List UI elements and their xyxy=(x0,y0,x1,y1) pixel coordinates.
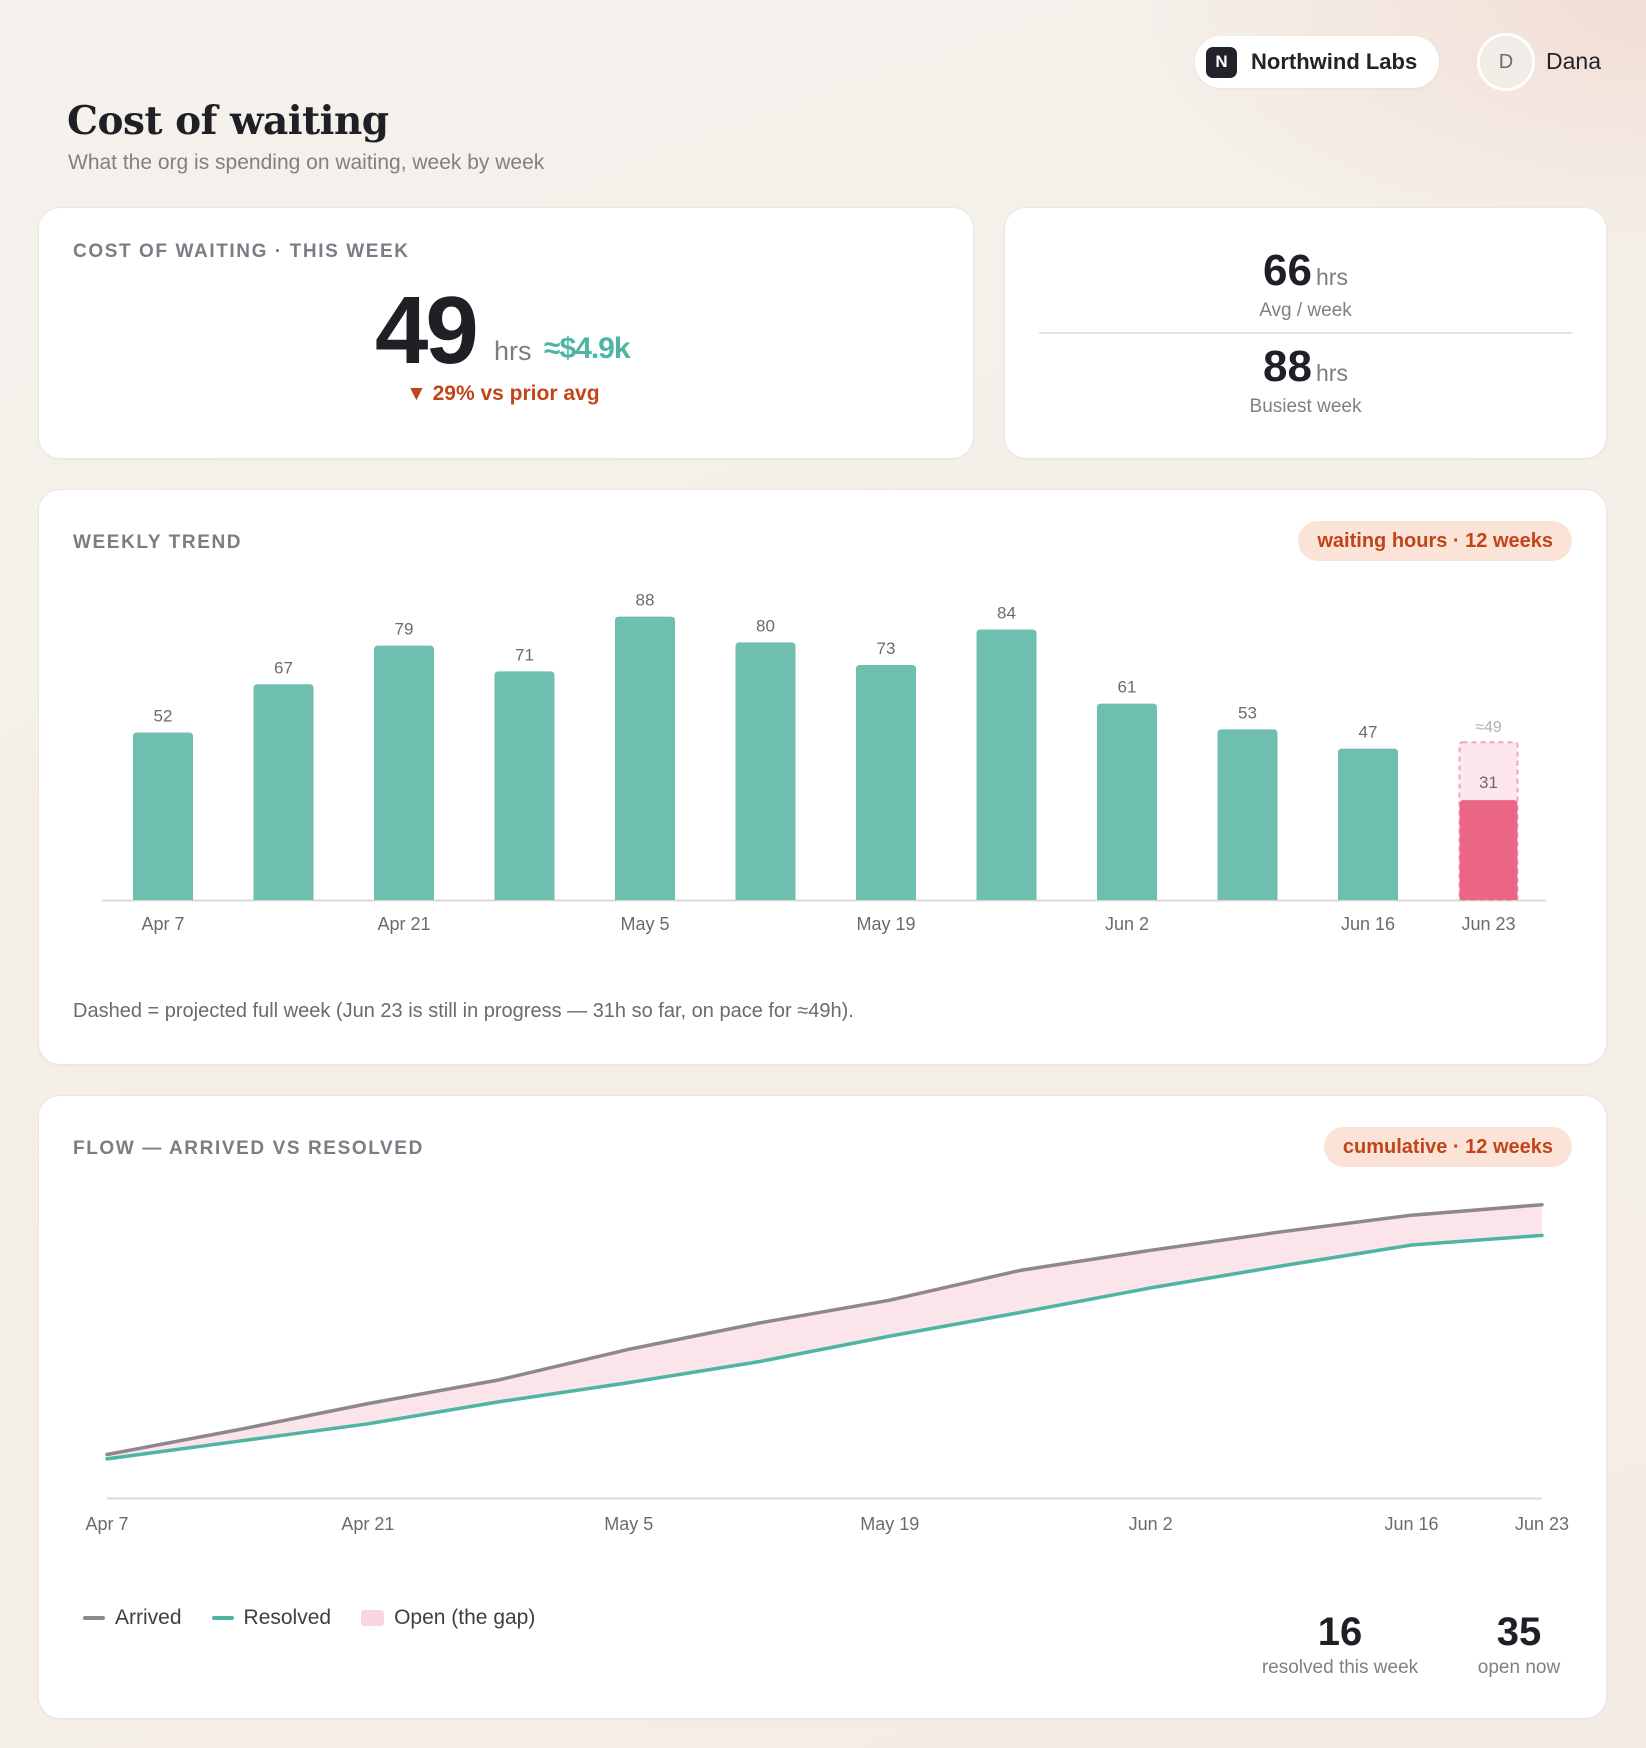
open-label: open now xyxy=(1477,1657,1561,1678)
cost-card-label: COST OF WAITING · THIS WEEK xyxy=(73,241,410,262)
legend-arrived-swatch xyxy=(83,1616,105,1620)
x-tick-label: Jun 23 xyxy=(1515,1514,1569,1534)
flow-legend: Arrived Resolved Open (the gap) xyxy=(83,1606,565,1630)
bar xyxy=(1338,748,1398,900)
trend-chip: waiting hours · 12 weeks xyxy=(1298,521,1572,561)
legend-resolved-label: Resolved xyxy=(243,1606,332,1629)
x-tick-label: May 5 xyxy=(604,1514,653,1534)
bar xyxy=(615,616,675,900)
resolved-this-week: 16 resolved this week xyxy=(1250,1610,1430,1679)
bar xyxy=(735,642,796,900)
resolved-value: 16 xyxy=(1317,1610,1363,1654)
x-tick-label: Jun 2 xyxy=(1105,914,1149,934)
user-name[interactable]: Dana xyxy=(1546,48,1601,74)
x-tick-label: May 19 xyxy=(856,914,915,934)
x-tick-label: Jun 23 xyxy=(1461,914,1515,934)
org-logo: N xyxy=(1206,46,1237,78)
cost-money: ≈$4.9k xyxy=(544,332,631,365)
x-tick-label: Jun 16 xyxy=(1341,914,1395,934)
flow-chip: cumulative · 12 weeks xyxy=(1323,1127,1572,1167)
bar xyxy=(1217,729,1278,900)
trend-card-label: WEEKLY TREND xyxy=(73,532,243,553)
bar-value-label: 73 xyxy=(877,639,896,658)
bar-value-label: 52 xyxy=(154,707,173,726)
x-tick-label: Apr 7 xyxy=(141,914,184,934)
flow-chart: Apr 7 Apr 21 May 5 May 19 Jun 2 Jun 16 Jun 23 xyxy=(85,1202,1569,1534)
x-tick-label: Jun 16 xyxy=(1385,1514,1439,1534)
busiest-value: 88 xyxy=(1263,342,1312,391)
projected-label: ≈49 xyxy=(1475,719,1502,736)
bar xyxy=(494,671,555,900)
legend-arrived-label: Arrived xyxy=(115,1606,182,1629)
x-tick-label: May 5 xyxy=(620,914,669,934)
bar-value-label: 84 xyxy=(997,604,1016,623)
busiest-label: Busiest week xyxy=(1249,396,1362,417)
bar-value-label: 31 xyxy=(1479,773,1498,792)
cost-delta: ▼ 29% vs prior avg xyxy=(406,382,600,405)
bar-value-label: 47 xyxy=(1359,723,1378,742)
open-value: 35 xyxy=(1496,1610,1542,1654)
cost-value: 49 xyxy=(375,277,479,384)
current-week-bar xyxy=(1459,800,1518,900)
legend-arrived: Arrived xyxy=(83,1606,182,1630)
x-tick-label: Jun 2 xyxy=(1129,1514,1173,1534)
bar-value-label: 88 xyxy=(636,591,655,610)
x-tick-label: Apr 21 xyxy=(377,914,430,934)
bar-value-label: 53 xyxy=(1238,703,1257,722)
x-tick-label: Apr 21 xyxy=(341,1514,394,1534)
trend-card: WEEKLY TREND waiting hours · 12 weeks 52… xyxy=(38,489,1607,1065)
legend-resolved-swatch xyxy=(211,1616,234,1620)
bar-value-label: 61 xyxy=(1118,678,1137,697)
resolved-label: resolved this week xyxy=(1261,1657,1419,1678)
x-tick-label: Apr 7 xyxy=(85,1514,128,1534)
legend-open-swatch xyxy=(361,1610,385,1626)
avg-unit: hrs xyxy=(1316,264,1348,290)
bar-value-label: 79 xyxy=(395,620,414,639)
stats-card: 66 hrs Avg / week 88 hrs Busiest week xyxy=(1004,207,1607,459)
busiest-unit: hrs xyxy=(1316,360,1348,386)
arrived-line xyxy=(105,1202,1544,1457)
page-subtitle: What the org is spending on waiting, wee… xyxy=(68,151,545,174)
page-title: Cost of waiting xyxy=(67,98,389,144)
avg-value: 66 xyxy=(1263,246,1312,295)
bar xyxy=(976,629,1037,900)
org-switcher[interactable]: N Northwind Labs xyxy=(1195,36,1440,88)
bar-value-label: 80 xyxy=(756,616,775,635)
bar-value-label: 71 xyxy=(515,645,534,664)
cost-card: COST OF WAITING · THIS WEEK 49 hrs ≈$4.9… xyxy=(38,207,974,459)
bar xyxy=(133,732,193,900)
avg-label: Avg / week xyxy=(1259,300,1352,321)
legend-open-label: Open (the gap) xyxy=(394,1606,536,1629)
bar xyxy=(253,684,314,900)
resolved-line xyxy=(105,1233,1544,1461)
avg-stat: 66 hrs Avg / week xyxy=(1005,246,1606,322)
avatar[interactable]: D xyxy=(1477,33,1535,91)
legend-open: Open (the gap) xyxy=(361,1606,535,1630)
open-now: 35 open now xyxy=(1459,1610,1579,1679)
busiest-stat: 88 hrs Busiest week xyxy=(1005,342,1606,418)
bar xyxy=(856,664,916,900)
bar xyxy=(374,645,434,900)
bar xyxy=(1097,703,1157,900)
bar-value-label: 67 xyxy=(274,658,293,677)
flow-card: FLOW — ARRIVED VS RESOLVED cumulative · … xyxy=(38,1095,1607,1719)
open-gap-area xyxy=(107,1204,1542,1459)
cost-unit: hrs xyxy=(494,336,532,366)
stats-divider xyxy=(1039,332,1572,334)
trend-footnote: Dashed = projected full week (Jun 23 is … xyxy=(73,1000,854,1022)
weekly-trend-chart: 52 Apr 7 67 79 Apr 21 71 88 May 5 80 73 May 19 84 61… xyxy=(102,591,1546,934)
x-tick-label: May 19 xyxy=(860,1514,919,1534)
org-name: Northwind Labs xyxy=(1251,49,1418,74)
legend-resolved: Resolved xyxy=(211,1606,332,1630)
flow-card-label: FLOW — ARRIVED VS RESOLVED xyxy=(73,1138,424,1159)
